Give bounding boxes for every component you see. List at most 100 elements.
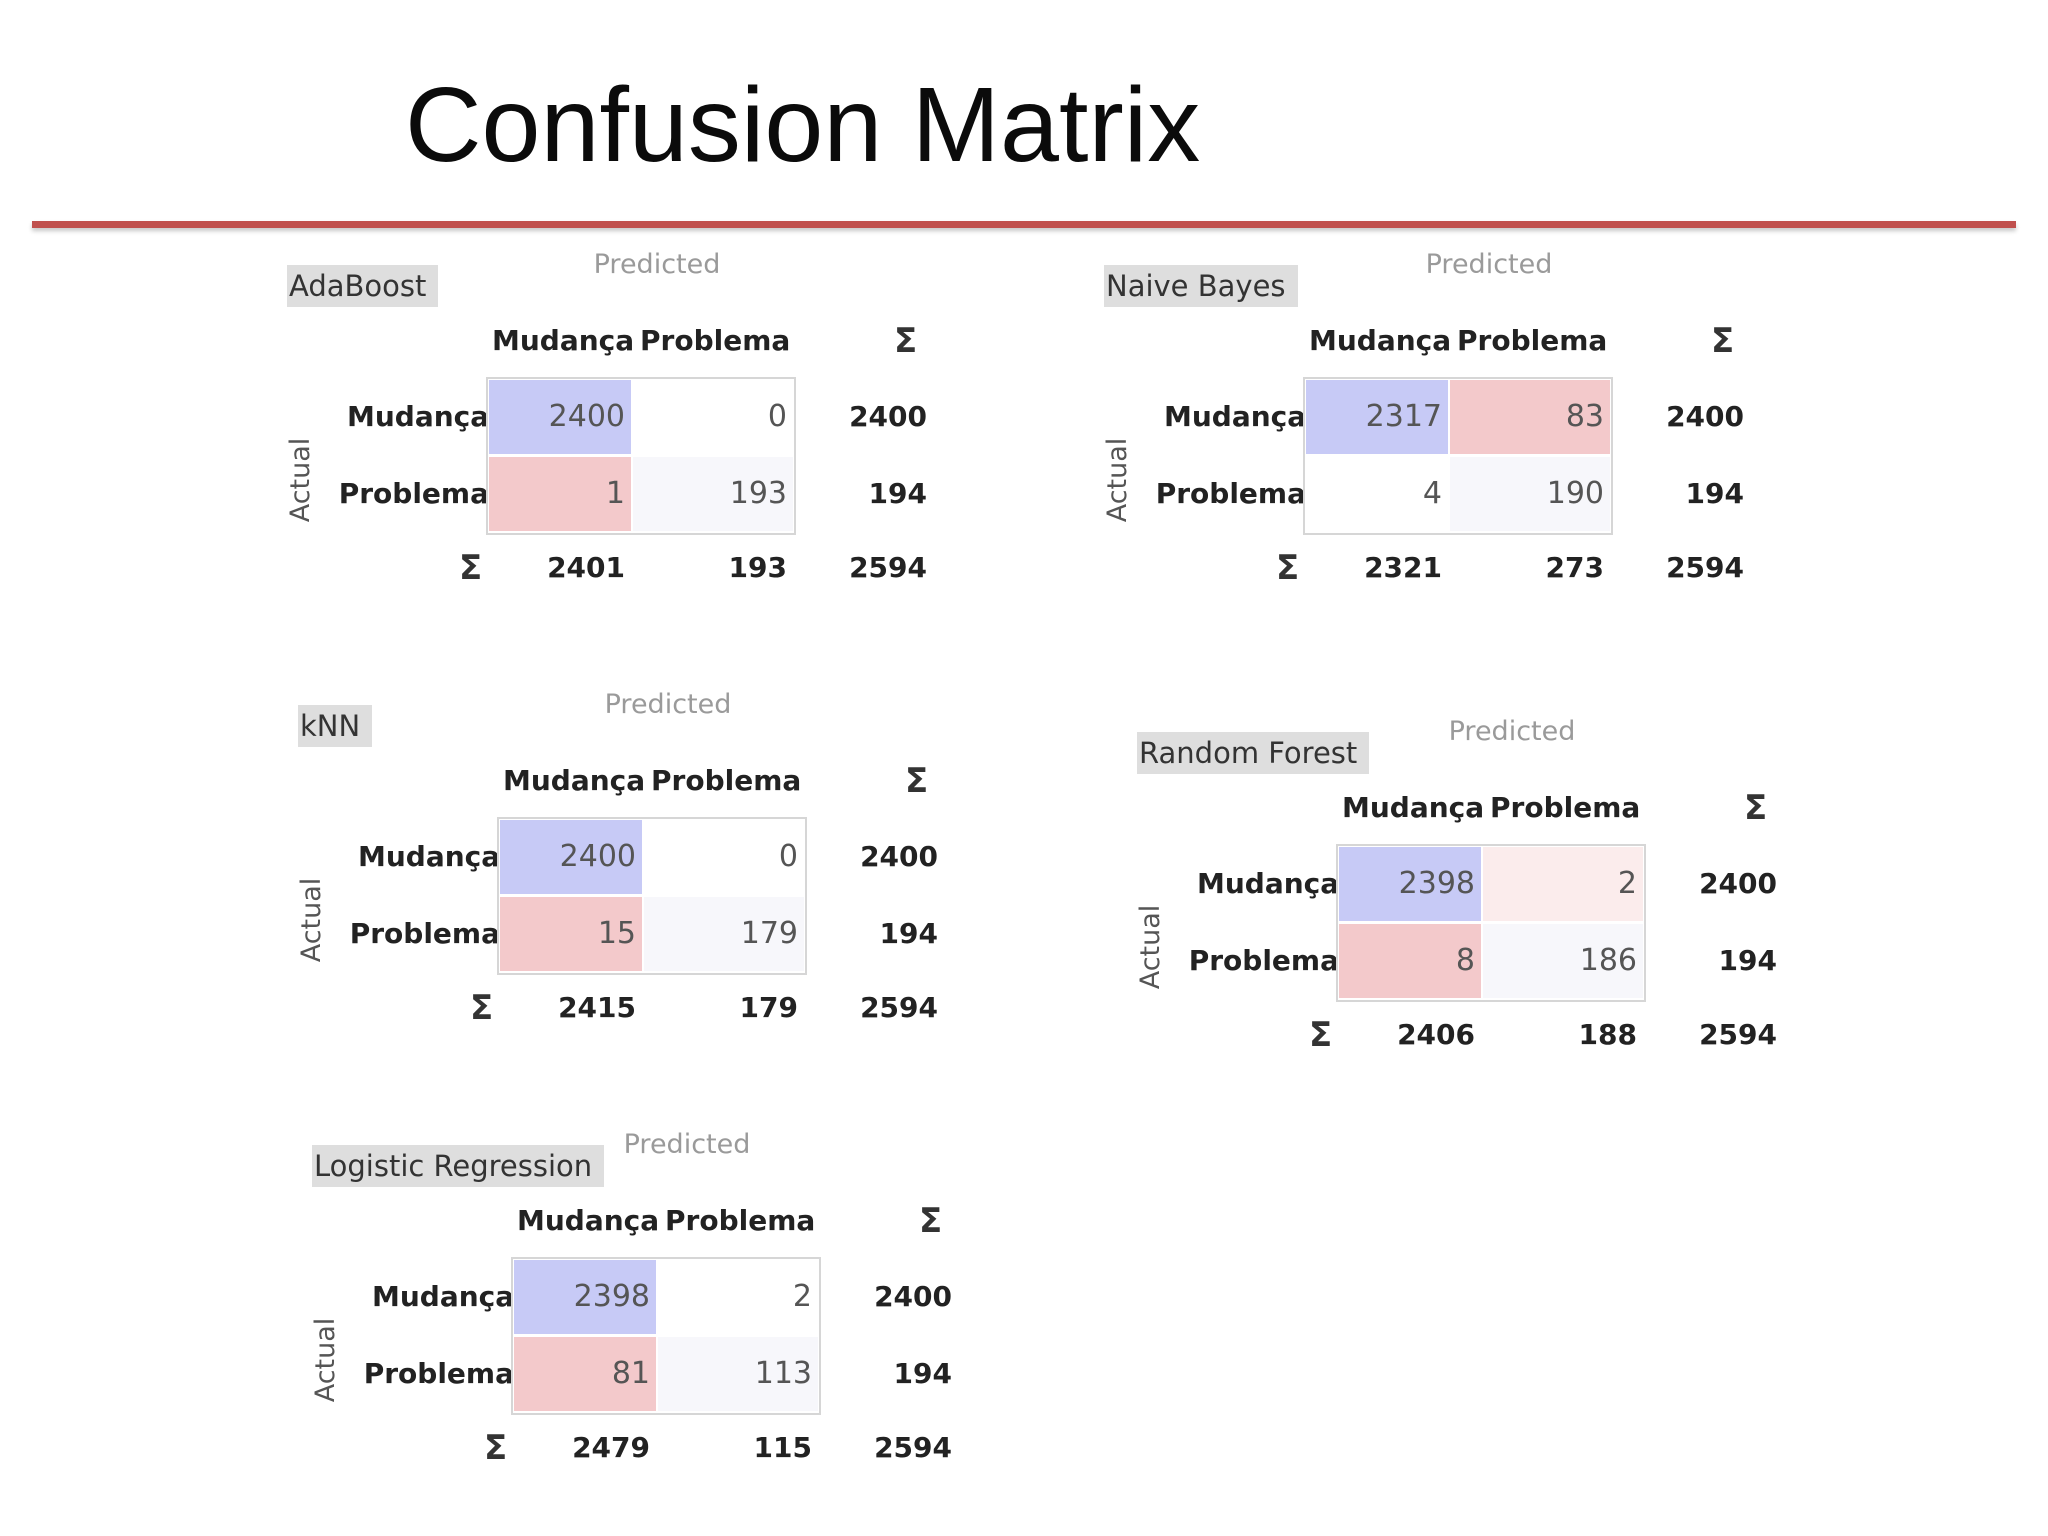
matrix-cell: 81	[514, 1337, 656, 1411]
row-total: 2400	[860, 840, 938, 873]
row-header-mudanca: Mudança	[358, 840, 501, 873]
predicted-label: Predicted	[1448, 716, 1576, 747]
matrix-cell: 83	[1450, 380, 1610, 454]
sigma-column-header: Σ	[905, 761, 929, 801]
matrix-cell: 4	[1422, 476, 1442, 511]
matrix-cell: 2398	[514, 1260, 656, 1334]
column-header-problema: Problema	[1490, 791, 1641, 824]
sigma-row-header: Σ	[484, 1428, 508, 1468]
sigma-row-header: Σ	[1276, 548, 1300, 588]
row-header-problema: Problema	[1155, 477, 1306, 510]
matrix-cell: 2400	[500, 820, 642, 894]
matrix-cell: 15	[500, 897, 642, 971]
confusion-matrix-adaboost: AdaBoost Predicted Actual Mudança Problema Σ M…	[285, 249, 947, 645]
model-title: Random Forest	[1137, 732, 1370, 774]
column-total: 2406	[1397, 1018, 1475, 1051]
column-header-mudanca: Mudança	[503, 764, 646, 797]
row-total: 194	[1718, 944, 1777, 977]
row-header-problema: Problema	[338, 477, 489, 510]
row-total: 194	[1685, 477, 1744, 510]
row-header-mudanca: Mudança	[372, 1280, 515, 1313]
column-total: 179	[739, 991, 798, 1024]
predicted-label: Predicted	[623, 1129, 751, 1160]
actual-label: Actual	[285, 437, 316, 523]
grand-total: 2594	[874, 1431, 952, 1464]
matrix-cell: 1	[489, 457, 631, 531]
row-total: 194	[868, 477, 927, 510]
column-header-problema: Problema	[665, 1204, 816, 1237]
matrix-cell: 8	[1339, 924, 1481, 998]
model-title: AdaBoost	[287, 265, 439, 307]
column-header-problema: Problema	[651, 764, 802, 797]
matrix-grid-border	[486, 377, 796, 535]
matrix-grid-border	[497, 817, 807, 975]
sigma-column-header: Σ	[894, 321, 918, 361]
sigma-column-header: Σ	[1711, 321, 1735, 361]
matrix-cell: 190	[1450, 457, 1610, 531]
confusion-matrix-logistic-regression: Logistic Regression Predicted Actual Mudanç…	[310, 1129, 972, 1525]
predicted-label: Predicted	[1425, 249, 1553, 280]
column-total: 2401	[547, 551, 625, 584]
model-title: Logistic Regression	[312, 1145, 605, 1187]
column-total: 2321	[1364, 551, 1442, 584]
matrix-cell: 0	[778, 839, 798, 874]
model-title: Naive Bayes	[1104, 265, 1298, 307]
matrix-grid-border	[511, 1257, 821, 1415]
actual-label: Actual	[1135, 904, 1166, 990]
row-total: 2400	[849, 400, 927, 433]
column-total: 2479	[572, 1431, 650, 1464]
confusion-matrix-knn: kNN Predicted Actual Mudança Problema Σ Mudanç…	[296, 689, 958, 1085]
matrix-cell: 179	[644, 897, 804, 971]
row-header-mudanca: Mudança	[1197, 867, 1340, 900]
matrix-cell: 2400	[489, 380, 631, 454]
matrix-cell: 2398	[1339, 847, 1481, 921]
row-total: 2400	[1666, 400, 1744, 433]
column-header-problema: Problema	[640, 324, 791, 357]
column-header-mudanca: Mudança	[1342, 791, 1485, 824]
row-total: 2400	[1699, 867, 1777, 900]
matrix-cell: 193	[633, 457, 793, 531]
matrix-grid-border	[1336, 844, 1646, 1002]
column-total: 188	[1578, 1018, 1637, 1051]
predicted-label: Predicted	[604, 689, 732, 720]
actual-label: Actual	[310, 1317, 341, 1403]
matrix-cell: 2	[1483, 847, 1643, 921]
row-total: 2400	[874, 1280, 952, 1313]
actual-label: Actual	[1102, 437, 1133, 523]
sigma-row-header: Σ	[1309, 1015, 1333, 1055]
sigma-column-header: Σ	[919, 1201, 943, 1241]
column-total: 2415	[558, 991, 636, 1024]
matrix-cell: 2317	[1306, 380, 1448, 454]
matrix-cell: 2	[792, 1279, 812, 1314]
row-header-mudanca: Mudança	[347, 400, 490, 433]
row-header-problema: Problema	[349, 917, 500, 950]
row-total: 194	[893, 1357, 952, 1390]
grand-total: 2594	[860, 991, 938, 1024]
grand-total: 2594	[1699, 1018, 1777, 1051]
matrix-cell: 186	[1483, 924, 1643, 998]
grand-total: 2594	[849, 551, 927, 584]
predicted-label: Predicted	[593, 249, 721, 280]
model-title: kNN	[298, 705, 373, 747]
matrix-cell: 0	[767, 399, 787, 434]
sigma-row-header: Σ	[459, 548, 483, 588]
actual-label: Actual	[296, 877, 327, 963]
confusion-matrix-naive-bayes: Naive Bayes Predicted Actual Mudança Problem…	[1102, 249, 1764, 645]
column-total: 115	[753, 1431, 812, 1464]
slide-title: Confusion Matrix	[405, 66, 1201, 184]
title-divider	[32, 221, 2016, 228]
row-header-problema: Problema	[1188, 944, 1339, 977]
column-header-mudanca: Mudança	[517, 1204, 660, 1237]
row-header-problema: Problema	[363, 1357, 514, 1390]
sigma-row-header: Σ	[470, 988, 494, 1028]
matrix-cell: 113	[658, 1337, 818, 1411]
row-header-mudanca: Mudança	[1164, 400, 1307, 433]
column-header-mudanca: Mudança	[1309, 324, 1452, 357]
column-header-problema: Problema	[1457, 324, 1608, 357]
row-total: 194	[879, 917, 938, 950]
column-total: 273	[1545, 551, 1604, 584]
column-header-mudanca: Mudança	[492, 324, 635, 357]
matrix-grid-border	[1303, 377, 1613, 535]
grand-total: 2594	[1666, 551, 1744, 584]
column-total: 193	[728, 551, 787, 584]
